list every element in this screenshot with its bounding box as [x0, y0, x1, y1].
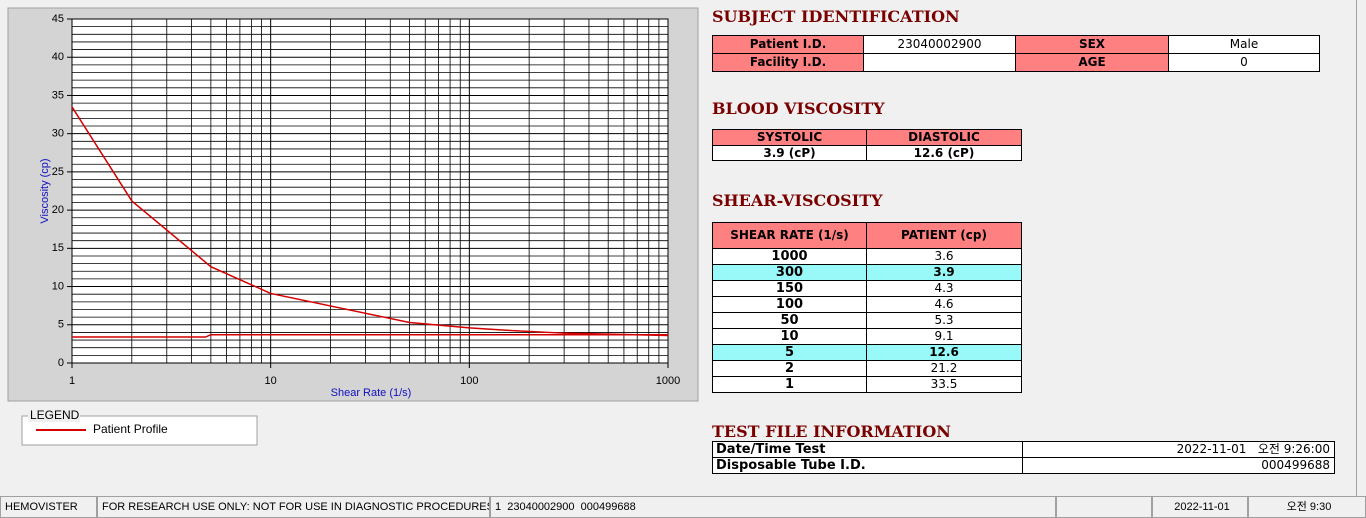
status-cell: FOR RESEARCH USE ONLY: NOT FOR USE IN DI…: [97, 496, 490, 518]
section-title: SHEAR-VISCOSITY: [712, 191, 883, 210]
y-tick-label: 40: [52, 51, 64, 63]
status-cell: [1056, 496, 1152, 518]
viscosity-cell: 21.2: [866, 360, 1022, 377]
viscosity-cell: 4.3: [866, 280, 1022, 297]
section-title: SUBJECT IDENTIFICATION: [712, 7, 960, 26]
viscosity-cell: 3.6: [866, 248, 1022, 265]
shear-rate-cell: 10: [712, 328, 867, 345]
value-cell: 3.9 (cP): [712, 145, 867, 161]
y-tick-label: 35: [52, 89, 64, 101]
y-tick-label: 10: [52, 280, 64, 292]
label-cell: Disposable Tube I.D.: [712, 457, 1023, 474]
value-cell: 12.6 (cP): [866, 145, 1022, 161]
value-cell: 000499688: [1022, 457, 1335, 474]
shear-rate-cell: 2: [712, 360, 867, 377]
x-tick-label: 10: [265, 375, 277, 387]
label-cell: Patient I.D.: [712, 35, 864, 54]
chart: Shear Rate (1/s) Viscosity (cp) LEGEND 0…: [7, 7, 699, 446]
status-cell: 오전 9:30: [1248, 496, 1366, 518]
viscosity-cell: 3.9: [866, 264, 1022, 281]
viscosity-cell: 5.3: [866, 312, 1022, 329]
viscosity-cell: 33.5: [866, 376, 1022, 393]
header-cell: SYSTOLIC: [712, 129, 867, 146]
shear-rate-cell: 300: [712, 264, 867, 281]
value-cell: 0: [1168, 53, 1320, 72]
legend-label: Patient Profile: [93, 422, 168, 436]
status-cell: 1 23040002900 000499688: [490, 496, 1056, 518]
section-title: BLOOD VISCOSITY: [712, 99, 885, 118]
y-tick-label: 45: [52, 13, 64, 25]
viscosity-cell: 12.6: [866, 344, 1022, 361]
header-cell: SHEAR RATE (1/s): [712, 222, 867, 249]
shear-rate-cell: 150: [712, 280, 867, 297]
legend-title: LEGEND: [30, 408, 80, 422]
status-cell: 2022-11-01: [1152, 496, 1248, 518]
header-cell: PATIENT (cp): [866, 222, 1022, 249]
y-tick-label: 15: [52, 242, 64, 254]
window-edge: [1356, 0, 1366, 496]
shear-rate-cell: 50: [712, 312, 867, 329]
y-tick-label: 5: [58, 319, 64, 331]
x-tick-label: 1: [69, 375, 75, 387]
x-tick-label: 100: [460, 375, 478, 387]
label-cell: Facility I.D.: [712, 53, 864, 72]
x-tick-label: 1000: [656, 375, 680, 387]
shear-rate-cell: 1: [712, 376, 867, 393]
shear-rate-cell: 100: [712, 296, 867, 313]
viscosity-cell: 9.1: [866, 328, 1022, 345]
y-tick-label: 25: [52, 166, 64, 178]
shear-rate-cell: 1000: [712, 248, 867, 265]
legend-title-bg: [28, 409, 80, 422]
value-cell: 23040002900: [863, 35, 1016, 54]
section-title: TEST FILE INFORMATION: [712, 422, 951, 441]
viscosity-cell: 4.6: [866, 296, 1022, 313]
value-cell: 2022-11-01 오전 9:26:00: [1022, 441, 1335, 458]
x-axis-title: Shear Rate (1/s): [331, 387, 412, 399]
value-cell: Male: [1168, 35, 1320, 54]
series-line: [71, 106, 669, 337]
label-cell: AGE: [1015, 53, 1169, 72]
label-cell: SEX: [1015, 35, 1169, 54]
label-cell: Date/Time Test: [712, 441, 1023, 458]
plot-area: [72, 19, 668, 363]
y-tick-label: 20: [52, 204, 64, 216]
shear-rate-cell: 5: [712, 344, 867, 361]
y-axis-title: Viscosity (cp): [39, 158, 51, 223]
value-cell: [863, 53, 1016, 72]
plot-frame: [71, 18, 669, 364]
status-cell: HEMOVISTER: [0, 496, 97, 518]
y-tick-label: 0: [58, 357, 64, 369]
y-tick-label: 30: [52, 128, 64, 140]
series-line: [72, 333, 668, 338]
header-cell: DIASTOLIC: [866, 129, 1022, 146]
